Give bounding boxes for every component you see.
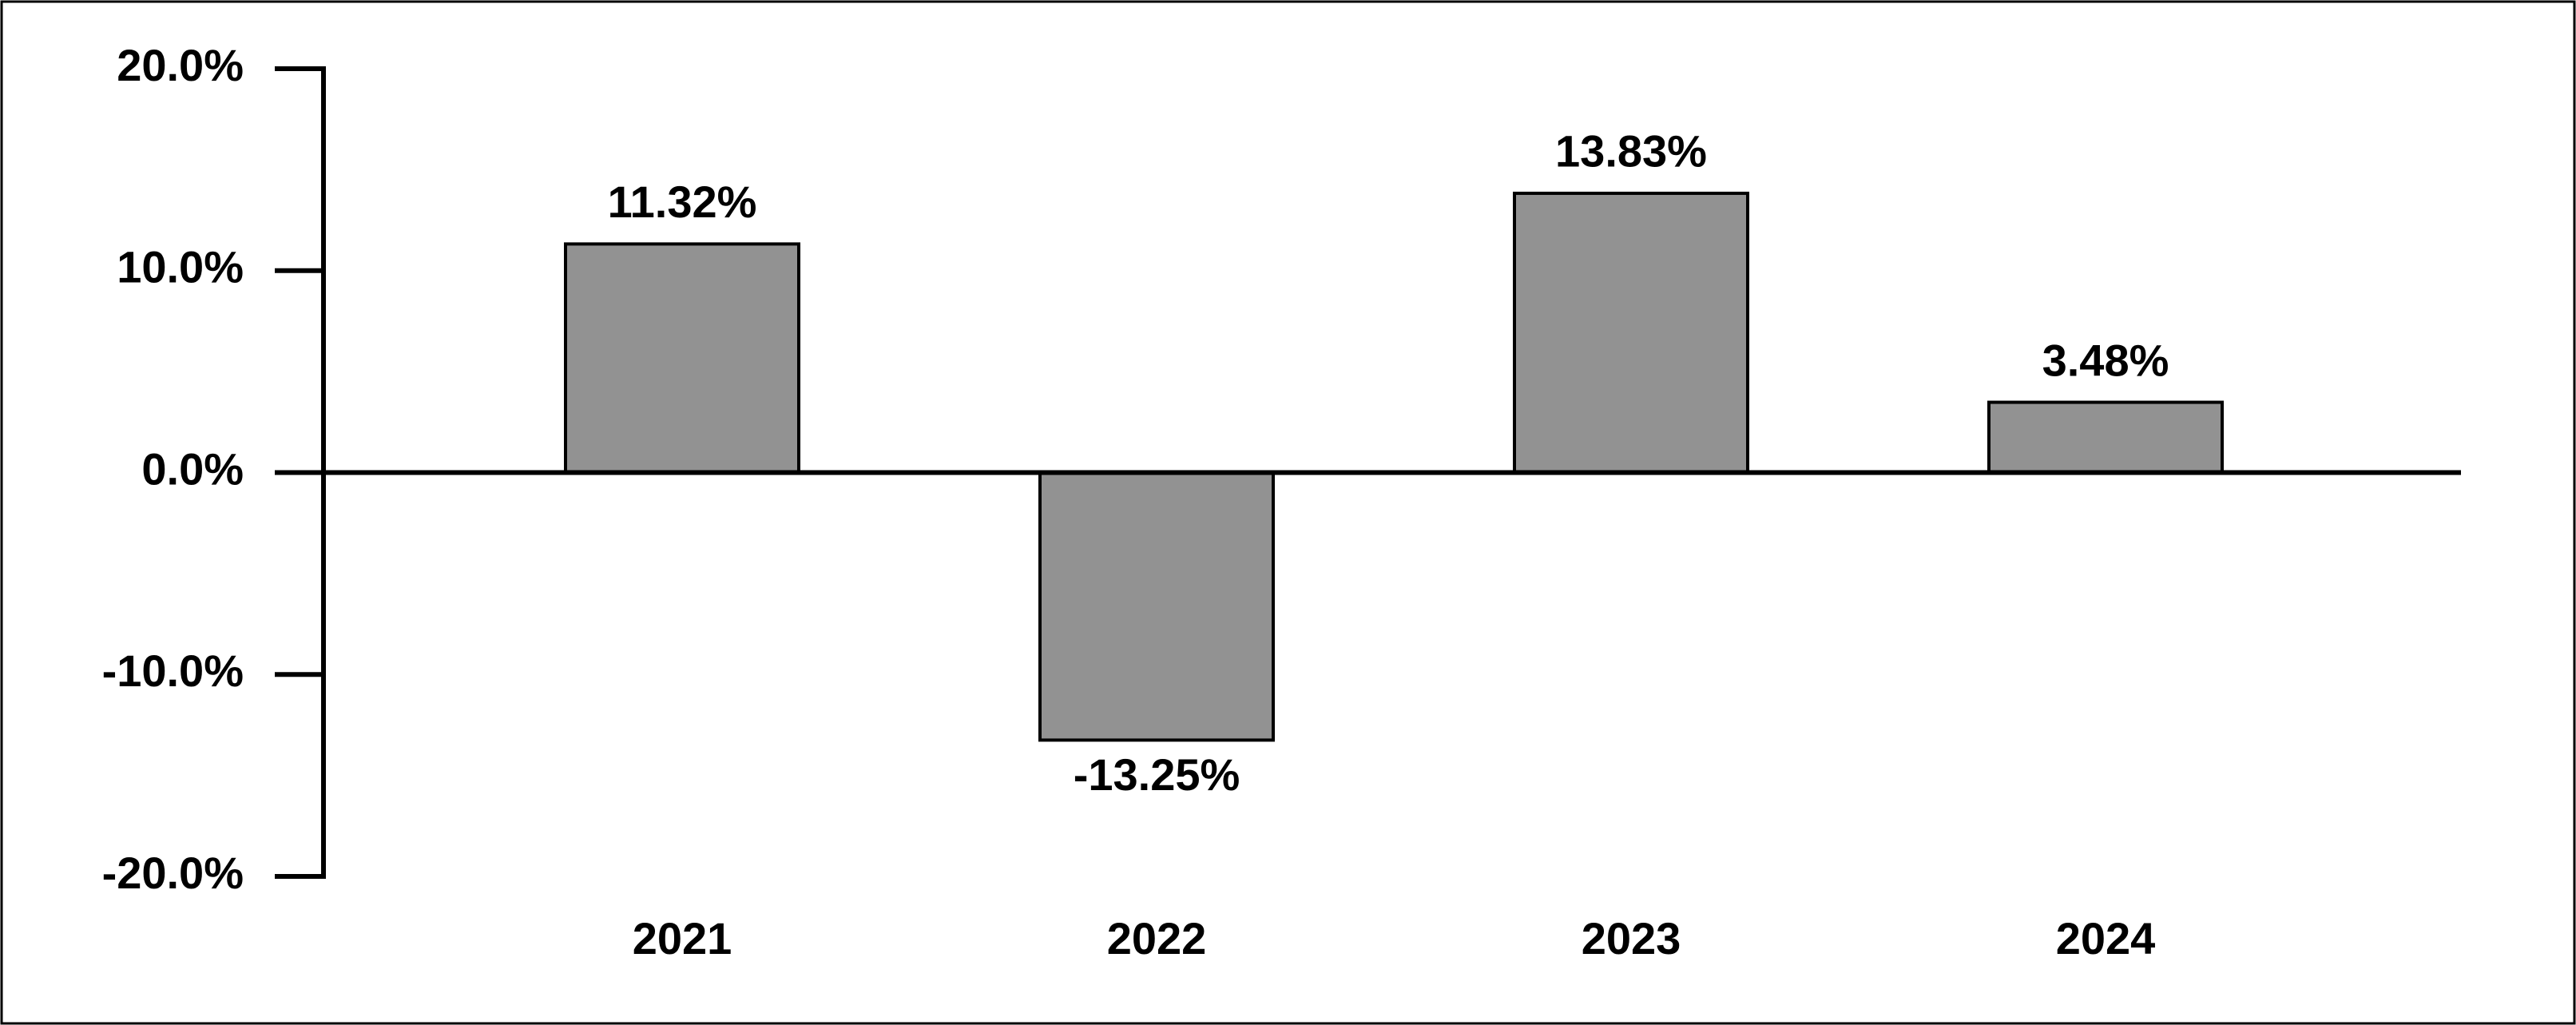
value-label: 3.48% <box>2042 335 2169 385</box>
bar <box>1513 191 1749 475</box>
x-tick-label: 2022 <box>1107 913 1207 963</box>
x-tick-label: 2024 <box>2056 913 2156 963</box>
x-tick-label: 2023 <box>1582 913 1681 963</box>
y-tick-label: 0.0% <box>141 443 244 494</box>
bar <box>1038 471 1275 742</box>
y-tick-label: -10.0% <box>102 646 244 696</box>
value-label: 13.83% <box>1555 126 1707 177</box>
y-tick-label: 10.0% <box>117 242 244 292</box>
y-tick-label: 20.0% <box>117 40 244 90</box>
value-label: 11.32% <box>608 177 757 227</box>
bar <box>564 242 800 475</box>
value-label: -13.25% <box>1074 749 1240 800</box>
bar <box>1987 400 2224 475</box>
y-tick-label: -20.0% <box>102 848 244 898</box>
x-tick-label: 2021 <box>633 913 732 963</box>
